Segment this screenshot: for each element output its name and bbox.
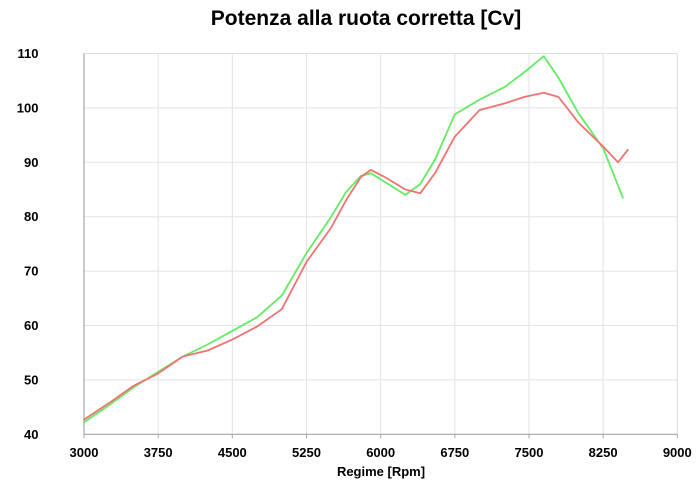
x-tick-label-7500: 7500 [515,445,544,460]
y-tick-label-110: 110 [18,46,39,61]
x-tick-label-9000: 9000 [663,445,692,460]
y-tick-label-40: 40 [24,427,38,442]
y-tick-label-80: 80 [24,209,38,224]
wheel-power-green-run-line [83,55,624,424]
x-tick-label-3000: 3000 [70,445,99,460]
chart-title: Potenza alla ruota corretta [Cv] [210,7,522,30]
x-tick-label-6750: 6750 [440,445,469,460]
x-tick-label-8250: 8250 [589,445,618,460]
y-tick-label-100: 100 [17,100,39,115]
y-tick-label-60: 60 [24,318,38,333]
wheel-power-red-run-line [83,91,629,421]
x-tick-label-6000: 6000 [366,445,395,460]
x-tick-label-3750: 3750 [144,445,173,460]
y-tick-label-50: 50 [24,372,38,387]
x-tick-label-5250: 5250 [292,445,321,460]
x-axis-title: Regime [Rpm] [336,464,426,479]
y-tick-label-90: 90 [24,155,38,170]
y-tick-label-70: 70 [24,264,38,279]
x-tick-label-4500: 4500 [218,445,247,460]
